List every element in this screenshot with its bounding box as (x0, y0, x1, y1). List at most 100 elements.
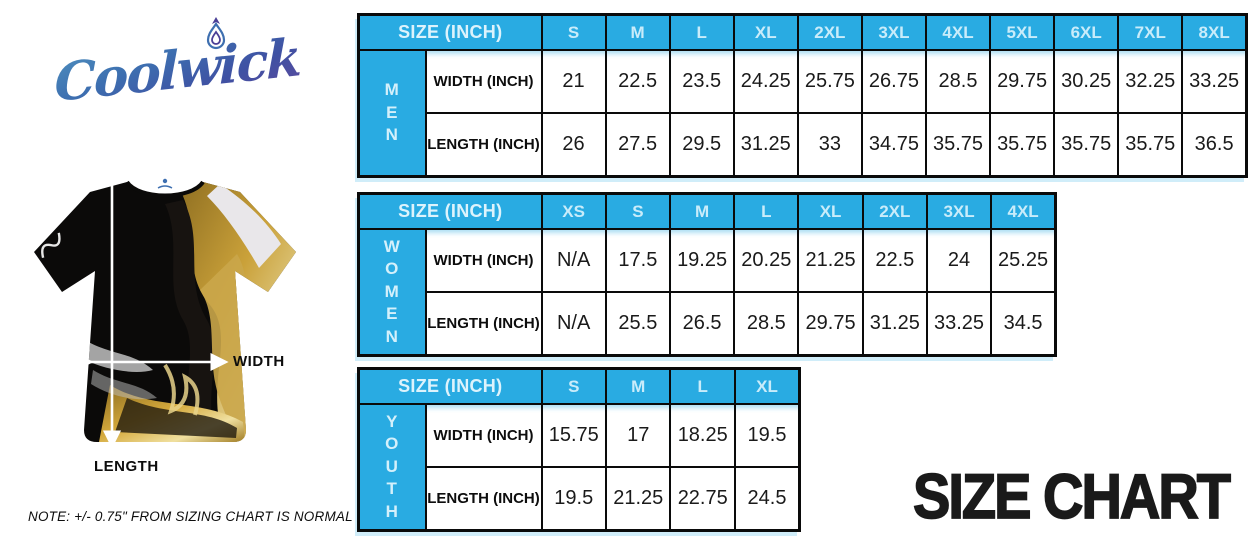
size-column-header: 8XL (1181, 13, 1248, 51)
size-header-label: SIZE (INCH) (357, 367, 543, 405)
size-column-header: M (604, 13, 671, 51)
size-table-men: SIZE (INCH) S M L XL 2XL 3XL 4XL 5XL 6XL 7XL 8XL M E N… (357, 13, 1248, 178)
size-column-header: L (668, 13, 735, 51)
size-value-cell: N/A (540, 228, 607, 293)
size-value-cell: 24.25 (732, 49, 799, 114)
size-value-cell: N/A (540, 291, 607, 357)
size-value-cell: 25.25 (990, 228, 1057, 293)
size-value-cell: 26 (540, 112, 607, 178)
size-column-header: S (540, 367, 608, 405)
size-value-cell: 25.5 (604, 291, 671, 357)
size-column-header: 5XL (989, 13, 1056, 51)
size-value-cell: 29.5 (668, 112, 735, 178)
women-size-table-container: SIZE (INCH) XS S M L XL 2XL 3XL 4XL W O M E N WIDTH (I… (357, 192, 1057, 357)
size-value-cell: 36.5 (1181, 112, 1248, 178)
size-value-cell: 31.25 (732, 112, 799, 178)
size-value-cell: 28.5 (733, 291, 800, 357)
size-column-header: L (669, 367, 736, 405)
size-table-women: SIZE (INCH) XS S M L XL 2XL 3XL 4XL W O M E N WIDTH (I… (357, 192, 1057, 357)
size-value-cell: 24.5 (733, 466, 801, 532)
size-column-header: XS (540, 192, 607, 230)
size-value-cell: 21.25 (797, 228, 864, 293)
size-column-header: XL (732, 13, 799, 51)
size-column-header: L (733, 192, 800, 230)
size-column-header: XL (733, 367, 801, 405)
men-size-table-container: SIZE (INCH) S M L XL 2XL 3XL 4XL 5XL 6XL 7XL 8XL M E N… (357, 13, 1248, 178)
coolwick-logo-text: Coolwick (54, 26, 301, 115)
coolwick-logo: Coolwick (48, 17, 300, 123)
length-label: LENGTH (94, 458, 159, 475)
size-value-cell: 22.5 (604, 49, 671, 114)
measurement-row-label: WIDTH (INCH) (424, 228, 543, 293)
measurement-row-label: LENGTH (INCH) (424, 291, 543, 357)
size-value-cell: 31.25 (861, 291, 928, 357)
flame-drop-icon (206, 17, 226, 50)
size-header-label: SIZE (INCH) (357, 192, 543, 230)
size-value-cell: 32.25 (1117, 49, 1184, 114)
size-value-cell: 26.5 (668, 291, 736, 357)
page-title: SIZE CHART (912, 460, 1232, 532)
size-value-cell: 26.75 (860, 49, 927, 114)
size-column-header: 7XL (1117, 13, 1184, 51)
measurement-row-label: WIDTH (INCH) (424, 403, 543, 468)
size-header-label: SIZE (INCH) (357, 13, 543, 51)
size-value-cell: 19.5 (733, 403, 801, 468)
size-value-cell: 17.5 (604, 228, 671, 293)
size-value-cell: 35.75 (924, 112, 992, 178)
sizing-note: NOTE: +/- 0.75" FROM SIZING CHART IS NOR… (28, 509, 353, 524)
size-column-header: 3XL (925, 192, 993, 230)
width-label: WIDTH (233, 353, 285, 370)
tshirt-graphic (34, 168, 296, 449)
size-column-header: 4XL (924, 13, 992, 51)
size-value-cell: 29.75 (989, 49, 1056, 114)
size-value-cell: 35.75 (1053, 112, 1120, 178)
size-value-cell: 34.75 (860, 112, 927, 178)
size-value-cell: 27.5 (604, 112, 671, 178)
measurement-row-label: LENGTH (INCH) (424, 112, 543, 178)
youth-size-table-container: SIZE (INCH) S M L XL Y O U T H WIDTH (INCH) 15.75 17… (357, 367, 801, 532)
size-value-cell: 24 (925, 228, 993, 293)
size-column-header: 2XL (796, 13, 863, 51)
size-value-cell: 18.25 (669, 403, 736, 468)
size-column-header: 6XL (1053, 13, 1120, 51)
size-value-cell: 33.25 (925, 291, 993, 357)
measurement-row-label: LENGTH (INCH) (424, 466, 543, 532)
size-value-cell: 33.25 (1181, 49, 1248, 114)
size-column-header: XL (797, 192, 864, 230)
size-value-cell: 29.75 (797, 291, 864, 357)
size-column-header: 3XL (860, 13, 927, 51)
size-value-cell: 15.75 (540, 403, 608, 468)
sleeve-logo (41, 232, 61, 259)
size-value-cell: 34.5 (990, 291, 1057, 357)
size-column-header: 4XL (990, 192, 1057, 230)
size-column-header: S (604, 192, 671, 230)
size-column-header: 2XL (861, 192, 928, 230)
size-value-cell: 22.75 (669, 466, 736, 532)
size-value-cell: 17 (604, 403, 672, 468)
size-value-cell: 35.75 (989, 112, 1056, 178)
size-value-cell: 21 (540, 49, 607, 114)
size-value-cell: 28.5 (924, 49, 992, 114)
collar-logo (157, 178, 173, 189)
size-value-cell: 33 (796, 112, 863, 178)
size-value-cell: 30.25 (1053, 49, 1120, 114)
size-value-cell: 35.75 (1117, 112, 1184, 178)
size-value-cell: 21.25 (604, 466, 672, 532)
measurement-row-label: WIDTH (INCH) (424, 49, 543, 114)
size-column-header: S (540, 13, 607, 51)
size-value-cell: 22.5 (861, 228, 928, 293)
size-value-cell: 19.25 (668, 228, 736, 293)
size-value-cell: 19.5 (540, 466, 608, 532)
size-value-cell: 25.75 (796, 49, 863, 114)
size-value-cell: 23.5 (668, 49, 735, 114)
size-column-header: M (668, 192, 736, 230)
size-column-header: M (604, 367, 672, 405)
shirt-collar (127, 173, 203, 195)
tshirt-diagram (15, 168, 305, 462)
size-table-youth: SIZE (INCH) S M L XL Y O U T H WIDTH (INCH) 15.75 17… (357, 367, 801, 532)
size-value-cell: 20.25 (733, 228, 800, 293)
